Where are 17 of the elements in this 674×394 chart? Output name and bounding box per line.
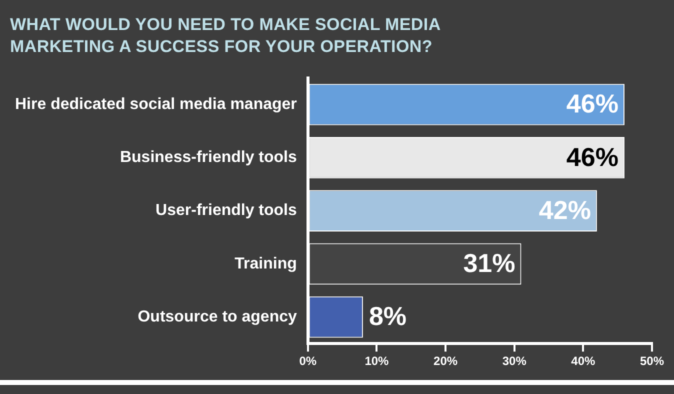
x-tick-label: 0% — [299, 354, 317, 368]
y-tick-label: Business-friendly tools — [120, 149, 297, 166]
x-tick-label: 10% — [364, 354, 390, 368]
data-label: 46% — [566, 88, 618, 119]
data-label: 8% — [368, 301, 407, 332]
y-tick-label: User-friendly tools — [156, 202, 297, 220]
x-tick-label: 50% — [640, 354, 664, 368]
data-label: 42% — [538, 194, 591, 225]
x-tick-label: 30% — [502, 354, 527, 368]
chart-title: WHAT WOULD YOU NEED TO MAKE SOCIAL MEDIA MARKETING A SUCCESS FOR YOUR OPERATION? — [10, 14, 442, 58]
x-tick-label: 40% — [571, 354, 596, 368]
x-tick-label: 20% — [434, 354, 458, 368]
y-tick-label: Outsource to agency — [138, 308, 297, 326]
y-tick-label: Hire dedicated social media manager — [15, 96, 297, 113]
y-tick-label: Training — [234, 255, 297, 272]
data-label: 46% — [566, 142, 618, 172]
data-label: 31% — [463, 248, 516, 278]
